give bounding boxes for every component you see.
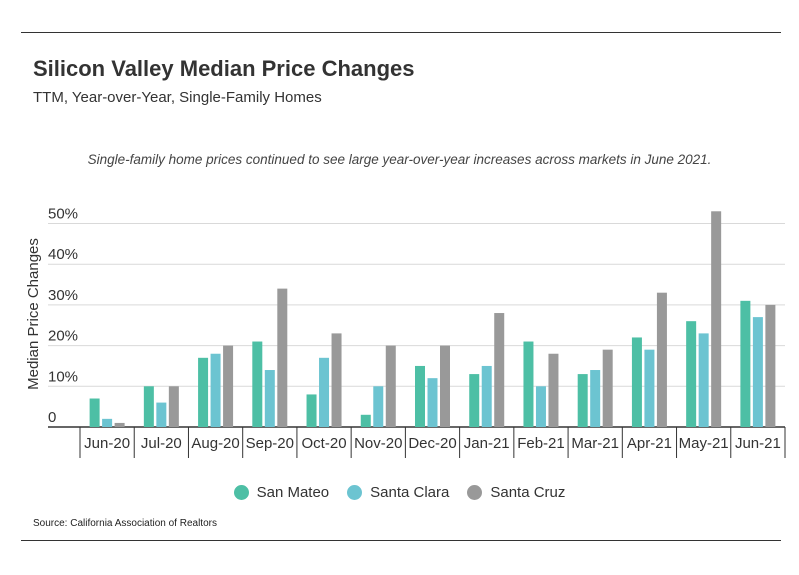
chart-title: Silicon Valley Median Price Changes (33, 56, 415, 81)
x-tick-label: Sep-20 (246, 435, 294, 452)
x-tick-label: Jun-21 (735, 435, 781, 452)
legend-label: Santa Clara (370, 484, 450, 501)
bar-santa-clara (210, 353, 221, 427)
bar-santa-clara (590, 370, 601, 427)
x-tick-label: Feb-21 (517, 435, 565, 452)
source-note: Source: California Association of Realto… (33, 518, 217, 529)
bar-santa-clara (319, 357, 330, 427)
y-tick-label: 0 (48, 409, 56, 426)
bar-santa-clara (156, 402, 167, 427)
x-tick-label: Jun-20 (84, 435, 130, 452)
bar-santa-clara (264, 370, 275, 427)
bar-santa-cruz (114, 422, 125, 427)
bar-santa-cruz (385, 345, 396, 427)
bar-santa-clara (102, 418, 113, 427)
x-tick-label: Mar-21 (571, 435, 619, 452)
bar-santa-clara (698, 333, 709, 427)
y-tick-label: 30% (48, 287, 78, 304)
bar-santa-cruz (277, 288, 288, 427)
y-axis-label: Median Price Changes (25, 238, 42, 390)
bar-san-mateo (740, 300, 751, 427)
x-tick-label: Aug-20 (191, 435, 239, 452)
x-tick-label: May-21 (679, 435, 729, 452)
legend-swatch (467, 485, 483, 500)
bar-san-mateo (198, 357, 209, 427)
y-tick-label: 50% (48, 206, 78, 223)
top-rule (21, 32, 781, 33)
bar-santa-cruz (602, 349, 613, 427)
bar-santa-cruz (711, 211, 722, 427)
bar-san-mateo (360, 414, 371, 427)
bar-santa-clara (427, 378, 438, 427)
bar-san-mateo (577, 374, 588, 427)
bar-san-mateo (631, 337, 642, 427)
x-tick-label: Nov-20 (354, 435, 402, 452)
bar-san-mateo (469, 374, 480, 427)
bar-santa-cruz (223, 345, 234, 427)
legend-item: Santa Cruz (467, 484, 565, 501)
bottom-rule (21, 540, 781, 541)
chart-annotation: Single-family home prices continued to s… (87, 152, 712, 167)
bar-santa-cruz (656, 292, 667, 427)
bar-santa-clara (373, 386, 384, 427)
legend-label: Santa Cruz (490, 484, 566, 501)
y-tick-label: 20% (48, 328, 78, 345)
bar-santa-cruz (494, 313, 505, 427)
y-tick-label: 10% (48, 368, 78, 385)
bar-santa-clara (752, 317, 763, 427)
bar-san-mateo (686, 321, 697, 427)
x-tick-label: Oct-20 (302, 435, 347, 452)
legend-label: San Mateo (256, 484, 330, 501)
legend-item: Santa Clara (347, 484, 449, 501)
bar-san-mateo (143, 386, 154, 427)
bar-santa-cruz (765, 304, 776, 427)
x-tick-label: Dec-20 (408, 435, 456, 452)
bar-santa-cruz (440, 345, 450, 427)
legend-item: San Mateo (233, 484, 330, 501)
bar-san-mateo (89, 398, 100, 427)
x-tick-label: Jan-21 (464, 435, 510, 452)
legend-swatch (347, 485, 363, 500)
bar-santa-cruz (168, 386, 179, 427)
bar-san-mateo (306, 394, 317, 427)
chart-legend: San Mateo Santa Clara Santa Cruz (0, 484, 799, 501)
y-tick-label: 40% (48, 246, 78, 263)
bar-san-mateo (523, 341, 534, 427)
bar-san-mateo (252, 341, 263, 427)
bar-santa-clara (644, 349, 655, 427)
bar-santa-clara (481, 365, 492, 427)
bar-san-mateo (415, 365, 425, 427)
x-tick-label: Apr-21 (627, 435, 672, 452)
bar-santa-cruz (548, 353, 559, 427)
x-tick-label: Jul-20 (141, 435, 182, 452)
bar-santa-clara (535, 386, 546, 427)
legend-swatch (233, 485, 249, 500)
bar-santa-cruz (331, 333, 342, 427)
chart-subtitle: TTM, Year-over-Year, Single-Family Homes (33, 89, 322, 106)
